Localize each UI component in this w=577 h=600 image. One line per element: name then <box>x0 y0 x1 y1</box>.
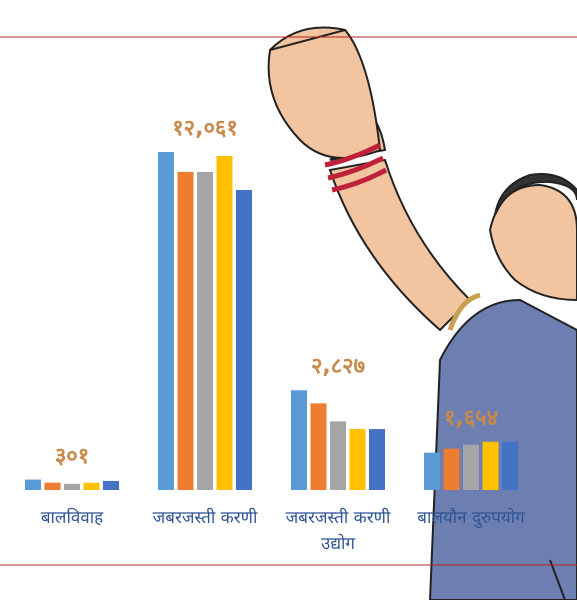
bar <box>443 448 460 490</box>
bar <box>349 429 366 490</box>
bar <box>291 390 307 490</box>
bar <box>83 482 100 490</box>
total-label: २,८२७ <box>310 354 366 380</box>
bar <box>25 479 41 490</box>
bar <box>103 480 119 490</box>
bar <box>369 429 385 490</box>
total-label: १,६५४ <box>443 405 499 431</box>
illustration <box>267 26 577 600</box>
bar <box>482 441 499 490</box>
bar <box>236 190 252 490</box>
bar <box>158 152 174 490</box>
x-tick-label: जबरजस्ती करणी उद्योग <box>285 508 391 554</box>
bar <box>197 172 213 490</box>
x-tick-label: बालयौन दुरुपयोग <box>417 508 525 528</box>
x-tick-label: जबरजस्ती करणी <box>152 508 258 528</box>
bar <box>310 403 327 490</box>
total-label: १२,०६१ <box>172 116 238 141</box>
bar <box>463 444 479 490</box>
bar <box>44 482 61 490</box>
bar <box>502 441 518 490</box>
bar <box>216 156 233 490</box>
bar <box>177 171 194 490</box>
bar <box>330 421 346 490</box>
x-tick-label: बालविवाह <box>40 508 104 528</box>
bar <box>424 452 440 490</box>
total-label: ३०१ <box>54 443 90 469</box>
bar <box>64 483 80 490</box>
